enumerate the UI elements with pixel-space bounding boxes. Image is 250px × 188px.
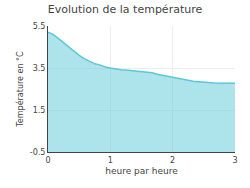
svg-text:0: 0 — [45, 156, 50, 165]
svg-text:1: 1 — [108, 156, 113, 165]
svg-text:3.5: 3.5 — [33, 64, 46, 73]
svg-text:2: 2 — [170, 156, 175, 165]
svg-text:Température en °C: Température en °C — [15, 51, 25, 128]
svg-text:Evolution de la température: Evolution de la température — [48, 3, 203, 16]
svg-text:1.5: 1.5 — [33, 106, 46, 115]
svg-text:heure par heure: heure par heure — [105, 166, 178, 176]
svg-text:-0.5: -0.5 — [30, 148, 46, 157]
svg-text:3: 3 — [232, 156, 237, 165]
svg-text:5.5: 5.5 — [33, 22, 46, 31]
